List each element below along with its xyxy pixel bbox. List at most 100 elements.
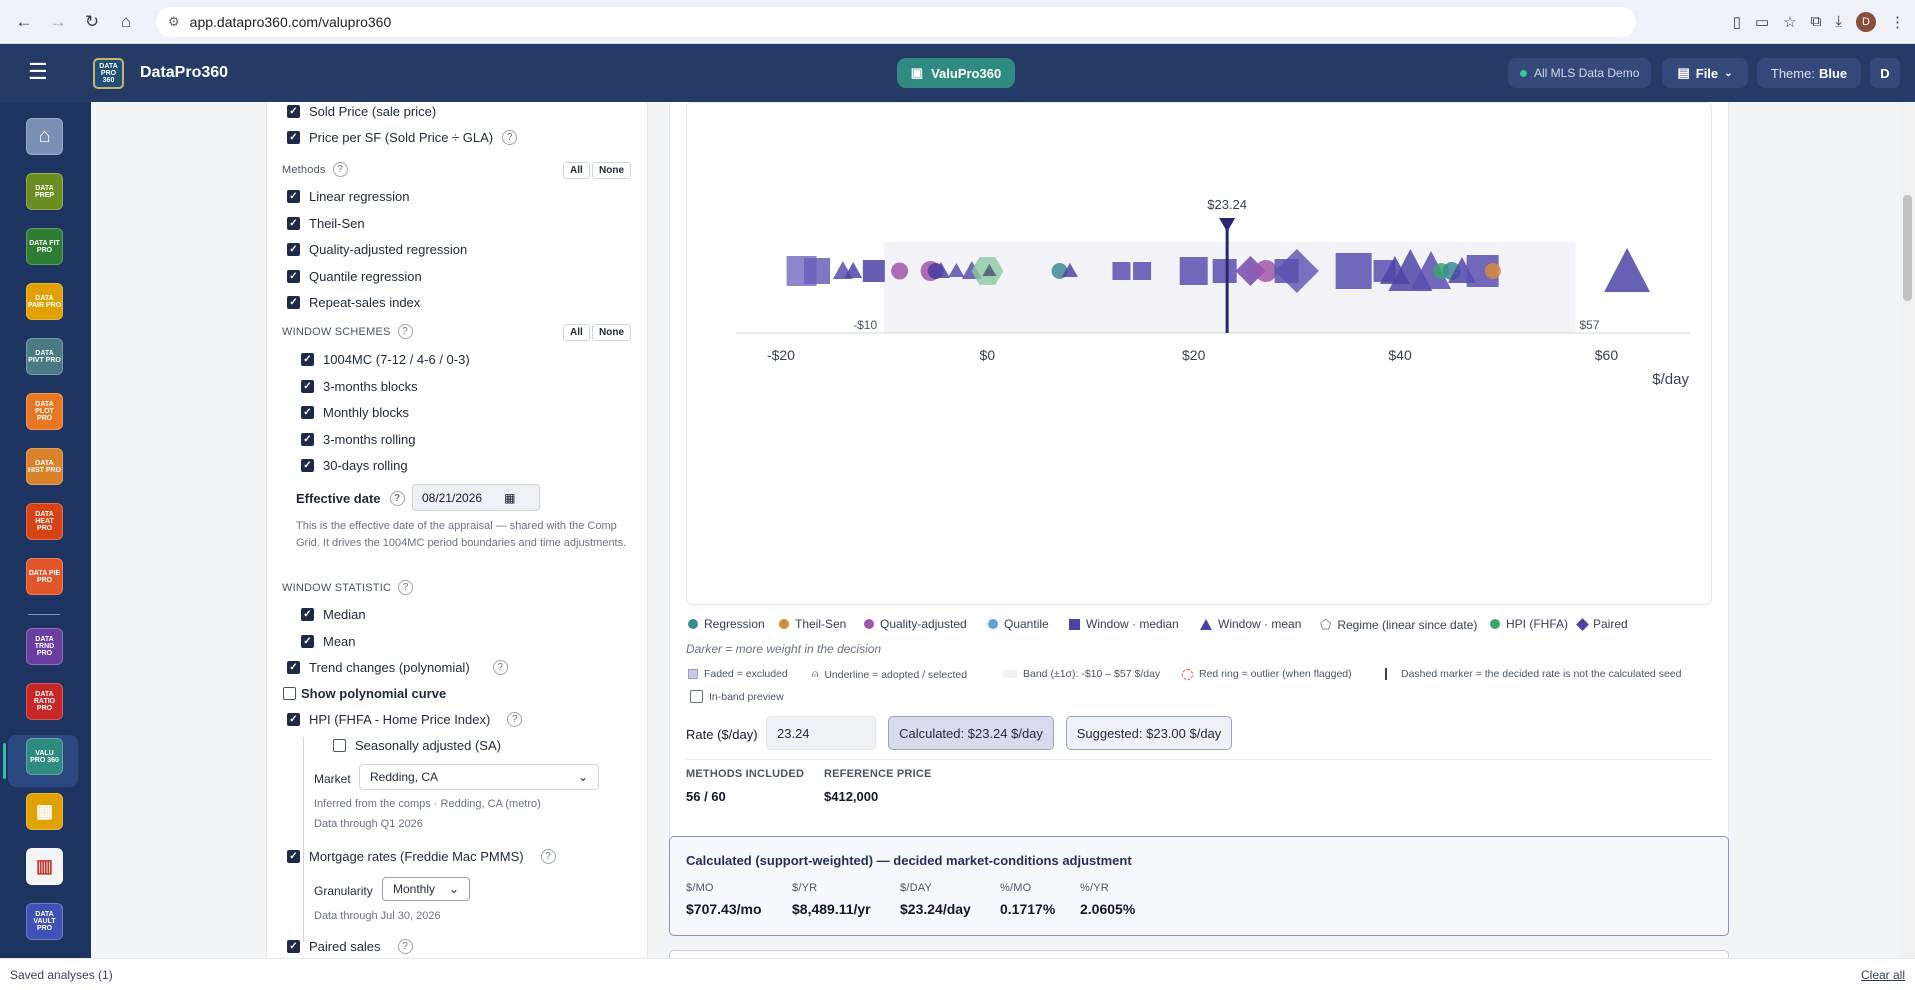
in-band-preview-toggle[interactable]: In-band preview	[690, 690, 784, 703]
methods-all-button[interactable]: All	[563, 162, 590, 179]
checkbox-checked[interactable]: ✓	[287, 217, 300, 230]
home-icon[interactable]: ⌂	[120, 11, 132, 31]
method-linear-regression[interactable]: ✓ Linear regression	[287, 189, 409, 204]
home-icon[interactable]: ⌂	[26, 118, 63, 155]
rail-app-data-plot-pro[interactable]: DATA PLOT PRO	[26, 393, 63, 430]
scheme-1004mc[interactable]: ✓ 1004MC (7-12 / 4-6 / 0-3)	[301, 352, 470, 367]
back-icon[interactable]: ←	[15, 11, 33, 31]
checkbox-unchecked[interactable]	[333, 739, 346, 752]
checkbox-checked[interactable]: ✓	[287, 131, 300, 144]
profile-avatar[interactable]: D	[1856, 11, 1876, 32]
checkbox-checked[interactable]: ✓	[287, 940, 300, 953]
help-icon[interactable]: ?	[502, 130, 518, 145]
option-sold-price[interactable]: ✓ Sold Price (sale price)	[287, 104, 436, 119]
clear-all-link[interactable]: Clear all	[1860, 967, 1905, 982]
checkbox-checked[interactable]: ✓	[301, 635, 314, 648]
scheme-monthly-blocks[interactable]: ✓ Monthly blocks	[301, 405, 409, 420]
rail-app-data-ratio-pro[interactable]: DATA RATIO PRO	[26, 683, 63, 720]
checkbox-checked[interactable]: ✓	[287, 105, 300, 118]
checkbox-unchecked[interactable]	[690, 690, 703, 703]
checkbox-unchecked[interactable]	[283, 687, 296, 700]
option-show-polynomial[interactable]: Show polynomial curve	[283, 686, 446, 701]
reload-icon[interactable]: ↻	[84, 11, 100, 31]
method-theil-sen[interactable]: ✓ Theil-Sen	[287, 216, 365, 231]
hamburger-menu-icon[interactable]: ☰	[28, 59, 48, 84]
rail-app-data-fit-pro[interactable]: DATA FIT PRO	[26, 228, 63, 265]
checkbox-checked[interactable]: ✓	[287, 713, 300, 726]
rail-app-valu-pro-360[interactable]: VALU PRO 360	[26, 738, 63, 775]
page-icon[interactable]: ▯	[1732, 13, 1741, 31]
stat-median[interactable]: ✓ Median	[301, 607, 366, 622]
help-icon[interactable]: ?	[397, 939, 413, 954]
checkbox-checked[interactable]: ✓	[287, 661, 300, 674]
rail-app-data-pie-pro[interactable]: DATA PIE PRO	[26, 558, 63, 595]
help-icon[interactable]: ?	[507, 712, 523, 727]
checkbox-checked[interactable]: ✓	[287, 190, 300, 203]
methods-none-button[interactable]: None	[592, 162, 631, 179]
checkbox-checked[interactable]: ✓	[301, 433, 314, 446]
help-icon[interactable]: ?	[398, 580, 414, 595]
checkbox-checked[interactable]: ✓	[301, 380, 314, 393]
legend-item-quality-adjusted[interactable]: Quality-adjusted	[864, 617, 967, 631]
legend-item-theil-sen[interactable]: Theil-Sen	[779, 617, 846, 631]
user-avatar[interactable]: D	[1870, 58, 1900, 88]
granularity-select[interactable]: Monthly ⌄	[382, 877, 470, 901]
rail-app-data-pivt-pro[interactable]: DATA PIVT PRO	[26, 338, 63, 375]
cast-icon[interactable]: ▭	[1755, 13, 1770, 31]
download-icon[interactable]: ⤓	[1835, 13, 1842, 30]
legend-item-hpi-fhfa-[interactable]: HPI (FHFA)	[1490, 617, 1568, 631]
checkbox-checked[interactable]: ✓	[301, 459, 314, 472]
schemes-all-button[interactable]: All	[563, 324, 590, 341]
menu-kebab-icon[interactable]: ⋮	[1890, 13, 1905, 31]
option-mortgage-rates[interactable]: ✓ Mortgage rates (Freddie Mac PMMS)?	[287, 849, 556, 864]
address-bar[interactable]: ⚙ app.datapro360.com/valupro360	[156, 6, 1636, 37]
option-hpi[interactable]: ✓ HPI (FHFA - Home Price Index)?	[287, 712, 523, 727]
rail-app-data-vault-pro[interactable]: DATA VAULT PRO	[26, 903, 63, 940]
option-paired-sales[interactable]: ✓ Paired sales?	[287, 939, 413, 954]
extensions-icon[interactable]: ⧉	[1810, 13, 1822, 30]
rail-app-data-heat-pro[interactable]: DATA HEAT PRO	[26, 503, 63, 540]
scrollbar[interactable]	[1900, 102, 1915, 958]
option-trend-changes[interactable]: ✓ Trend changes (polynomial)?	[287, 660, 508, 675]
bookmark-star-icon[interactable]: ☆	[1783, 13, 1797, 31]
stat-mean[interactable]: ✓ Mean	[301, 634, 356, 649]
checkbox-checked[interactable]: ✓	[301, 608, 314, 621]
legend-item-paired[interactable]: Paired	[1576, 617, 1628, 631]
market-select[interactable]: Redding, CA ⌄	[359, 764, 599, 790]
saved-analyses[interactable]: Saved analyses (1)	[10, 967, 113, 982]
checkbox-checked[interactable]: ✓	[287, 850, 300, 863]
report-icon[interactable]: ▥	[26, 848, 63, 885]
schemes-none-button[interactable]: None	[592, 324, 631, 341]
calendar-icon[interactable]: ▦	[504, 490, 516, 505]
legend-item-regression[interactable]: Regression	[688, 617, 765, 631]
effective-date-input[interactable]: 08/21/2026 ▦	[412, 484, 540, 511]
help-icon[interactable]: ?	[332, 162, 348, 177]
legend-item-quantile[interactable]: Quantile	[988, 617, 1049, 631]
help-icon[interactable]: ?	[492, 660, 508, 675]
rate-input[interactable]: 23.24	[766, 716, 876, 750]
grid-app-icon[interactable]: ▦	[26, 793, 63, 830]
site-info-icon[interactable]: ⚙	[168, 13, 180, 29]
theme-button[interactable]: Theme: Blue	[1757, 58, 1861, 88]
valupro-app-pill[interactable]: ▣ ValuPro360	[897, 58, 1015, 88]
method-repeat-sales[interactable]: ✓ Repeat-sales index	[287, 295, 420, 310]
legend-item-window-median[interactable]: Window · median	[1069, 617, 1179, 631]
data-source-pill[interactable]: All MLS Data Demo	[1508, 58, 1652, 88]
legend-item-regime-linear-since-date-[interactable]: ⬠ Regime (linear since date)	[1320, 617, 1477, 633]
suggested-button[interactable]: Suggested: $23.00 $/day	[1066, 716, 1232, 750]
checkbox-checked[interactable]: ✓	[287, 243, 300, 256]
rail-app-data-trnd-pro[interactable]: DATA TRND PRO	[26, 628, 63, 665]
checkbox-checked[interactable]: ✓	[287, 270, 300, 283]
scheme-3-months-blocks[interactable]: ✓ 3-months blocks	[301, 379, 418, 394]
method-quantile[interactable]: ✓ Quantile regression	[287, 269, 422, 284]
scheme-30-days-rolling[interactable]: ✓ 30-days rolling	[301, 458, 408, 473]
legend-item-window-mean[interactable]: Window · mean	[1200, 617, 1301, 631]
checkbox-checked[interactable]: ✓	[287, 296, 300, 309]
checkbox-checked[interactable]: ✓	[301, 406, 314, 419]
option-seasonally-adjusted[interactable]: Seasonally adjusted (SA)	[333, 738, 501, 753]
checkbox-checked[interactable]: ✓	[301, 353, 314, 366]
rail-app-data-hist-pro[interactable]: DATA HIST PRO	[26, 448, 63, 485]
help-icon[interactable]: ?	[540, 849, 556, 864]
rail-app-data-prep[interactable]: DATA PREP	[26, 173, 63, 210]
scrollbar-thumb[interactable]	[1903, 195, 1912, 301]
